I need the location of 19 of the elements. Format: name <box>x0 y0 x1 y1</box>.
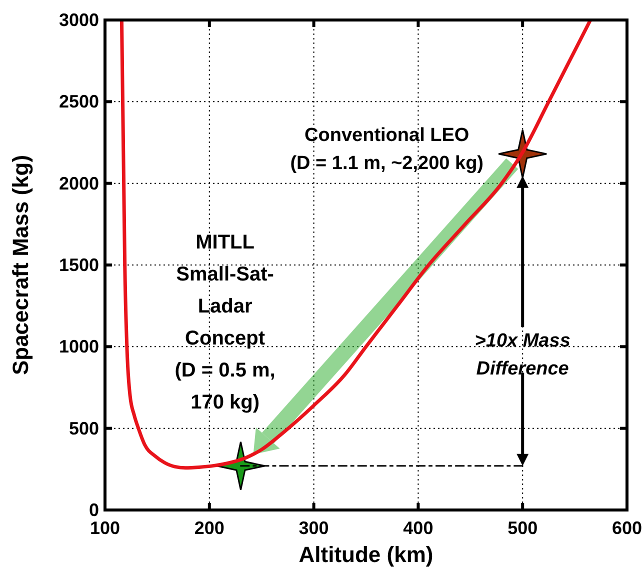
x-axis-title: Altitude (km) <box>298 542 434 567</box>
annotation: Conventional LEO (D = 1.1 m, ~2,200 kg) <box>290 124 484 174</box>
x-tick-label: 500 <box>508 518 538 538</box>
y-tick-label: 1500 <box>58 255 99 275</box>
y-tick-label: 3000 <box>58 10 99 30</box>
x-tick-label: 600 <box>612 518 642 538</box>
y-axis-title: Spacecraft Mass (kg) <box>8 154 33 376</box>
x-tick-label: 100 <box>90 518 120 538</box>
y-tick-label: 0 <box>88 500 99 520</box>
y-tick-label: 2000 <box>58 173 99 194</box>
y-tick-label: 500 <box>68 418 99 438</box>
x-tick-label: 200 <box>194 518 224 538</box>
y-tick-label: 1000 <box>58 336 99 357</box>
annotation: MITLL Small-Sat- Ladar Concept (D = 0.5 m, 170 kg) <box>174 232 276 414</box>
line-series <box>120 20 592 470</box>
annotation: >10x Mass Difference <box>474 330 570 380</box>
y-tick-label: 2500 <box>58 92 99 112</box>
x-tick-label: 400 <box>403 518 434 538</box>
x-tick-label: 300 <box>298 518 329 538</box>
